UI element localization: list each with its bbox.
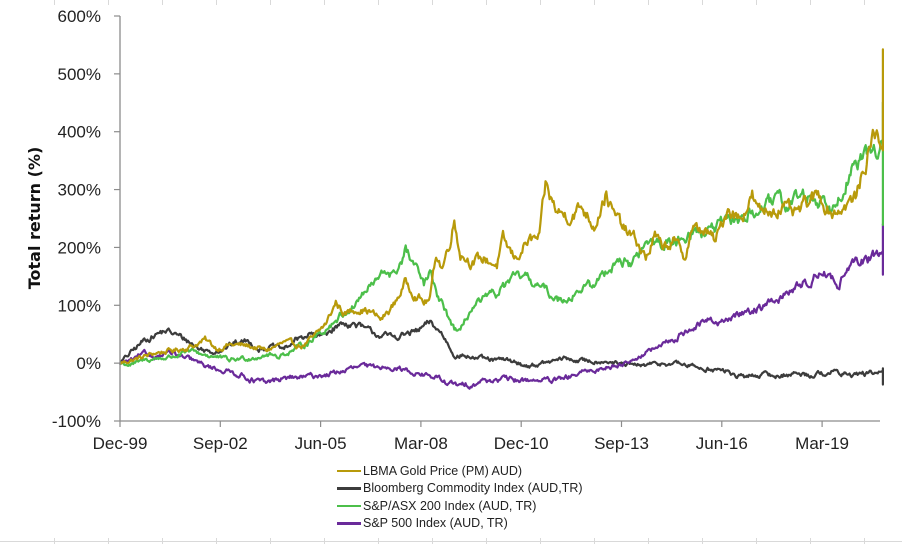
legend-label: S&P 500 Index (AUD, TR)	[363, 516, 508, 531]
axes	[119, 16, 880, 422]
legend-swatch	[337, 522, 361, 525]
x-tick-label: Sep-13	[594, 434, 649, 453]
y-tick-label: 0%	[76, 354, 101, 373]
x-tick-label: Mar-19	[795, 434, 849, 453]
y-tick-label: 600%	[58, 7, 101, 26]
series-line-lbma-gold-price-pm-aud	[119, 48, 884, 365]
legend-item: S&P 500 Index (AUD, TR)	[337, 515, 583, 533]
legend-swatch	[337, 469, 361, 472]
y-tick-label: 500%	[58, 65, 101, 84]
legend-item: S&P/ASX 200 Index (AUD, TR)	[337, 497, 583, 515]
x-tick-label: Mar-08	[394, 434, 448, 453]
y-tick-label: 200%	[58, 238, 101, 257]
y-tick-label: 400%	[58, 123, 101, 142]
series-line-s-p-asx-200-index-aud-tr	[119, 101, 884, 367]
y-ticks: -100% 0% 100% 200% 300% 400% 500% 600%	[52, 7, 120, 431]
x-tick-label: Dec-10	[494, 434, 549, 453]
legend-item: LBMA Gold Price (PM) AUD)	[337, 462, 583, 480]
series-line-s-p-500-index-aud-tr	[119, 223, 884, 390]
legend-label: LBMA Gold Price (PM) AUD)	[363, 463, 523, 478]
y-tick-label: 100%	[58, 296, 101, 315]
legend-label: S&P/ASX 200 Index (AUD, TR)	[363, 498, 537, 513]
series-layer	[118, 48, 884, 390]
y-tick-label: -100%	[52, 412, 101, 431]
x-tick-label: Jun-16	[696, 434, 748, 453]
legend-item: Bloomberg Commodity Index (AUD,TR)	[337, 480, 583, 498]
x-tick-label: Jun-05	[295, 434, 347, 453]
legend-swatch	[337, 487, 361, 490]
y-axis-title: Total return (%)	[25, 147, 44, 290]
x-tick-label: Sep-02	[193, 434, 248, 453]
x-ticks: Dec-99 Sep-02 Jun-05 Mar-08 Dec-10 Sep-13 Jun-…	[93, 421, 849, 453]
y-tick-label: 300%	[58, 181, 101, 200]
legend-label: Bloomberg Commodity Index (AUD,TR)	[363, 481, 583, 496]
legend: LBMA Gold Price (PM) AUD) Bloomberg Commo…	[337, 462, 583, 532]
series-line-bloomberg-commodity-index-aud-tr	[118, 319, 884, 386]
x-tick-label: Dec-99	[93, 434, 148, 453]
legend-swatch	[337, 504, 361, 507]
